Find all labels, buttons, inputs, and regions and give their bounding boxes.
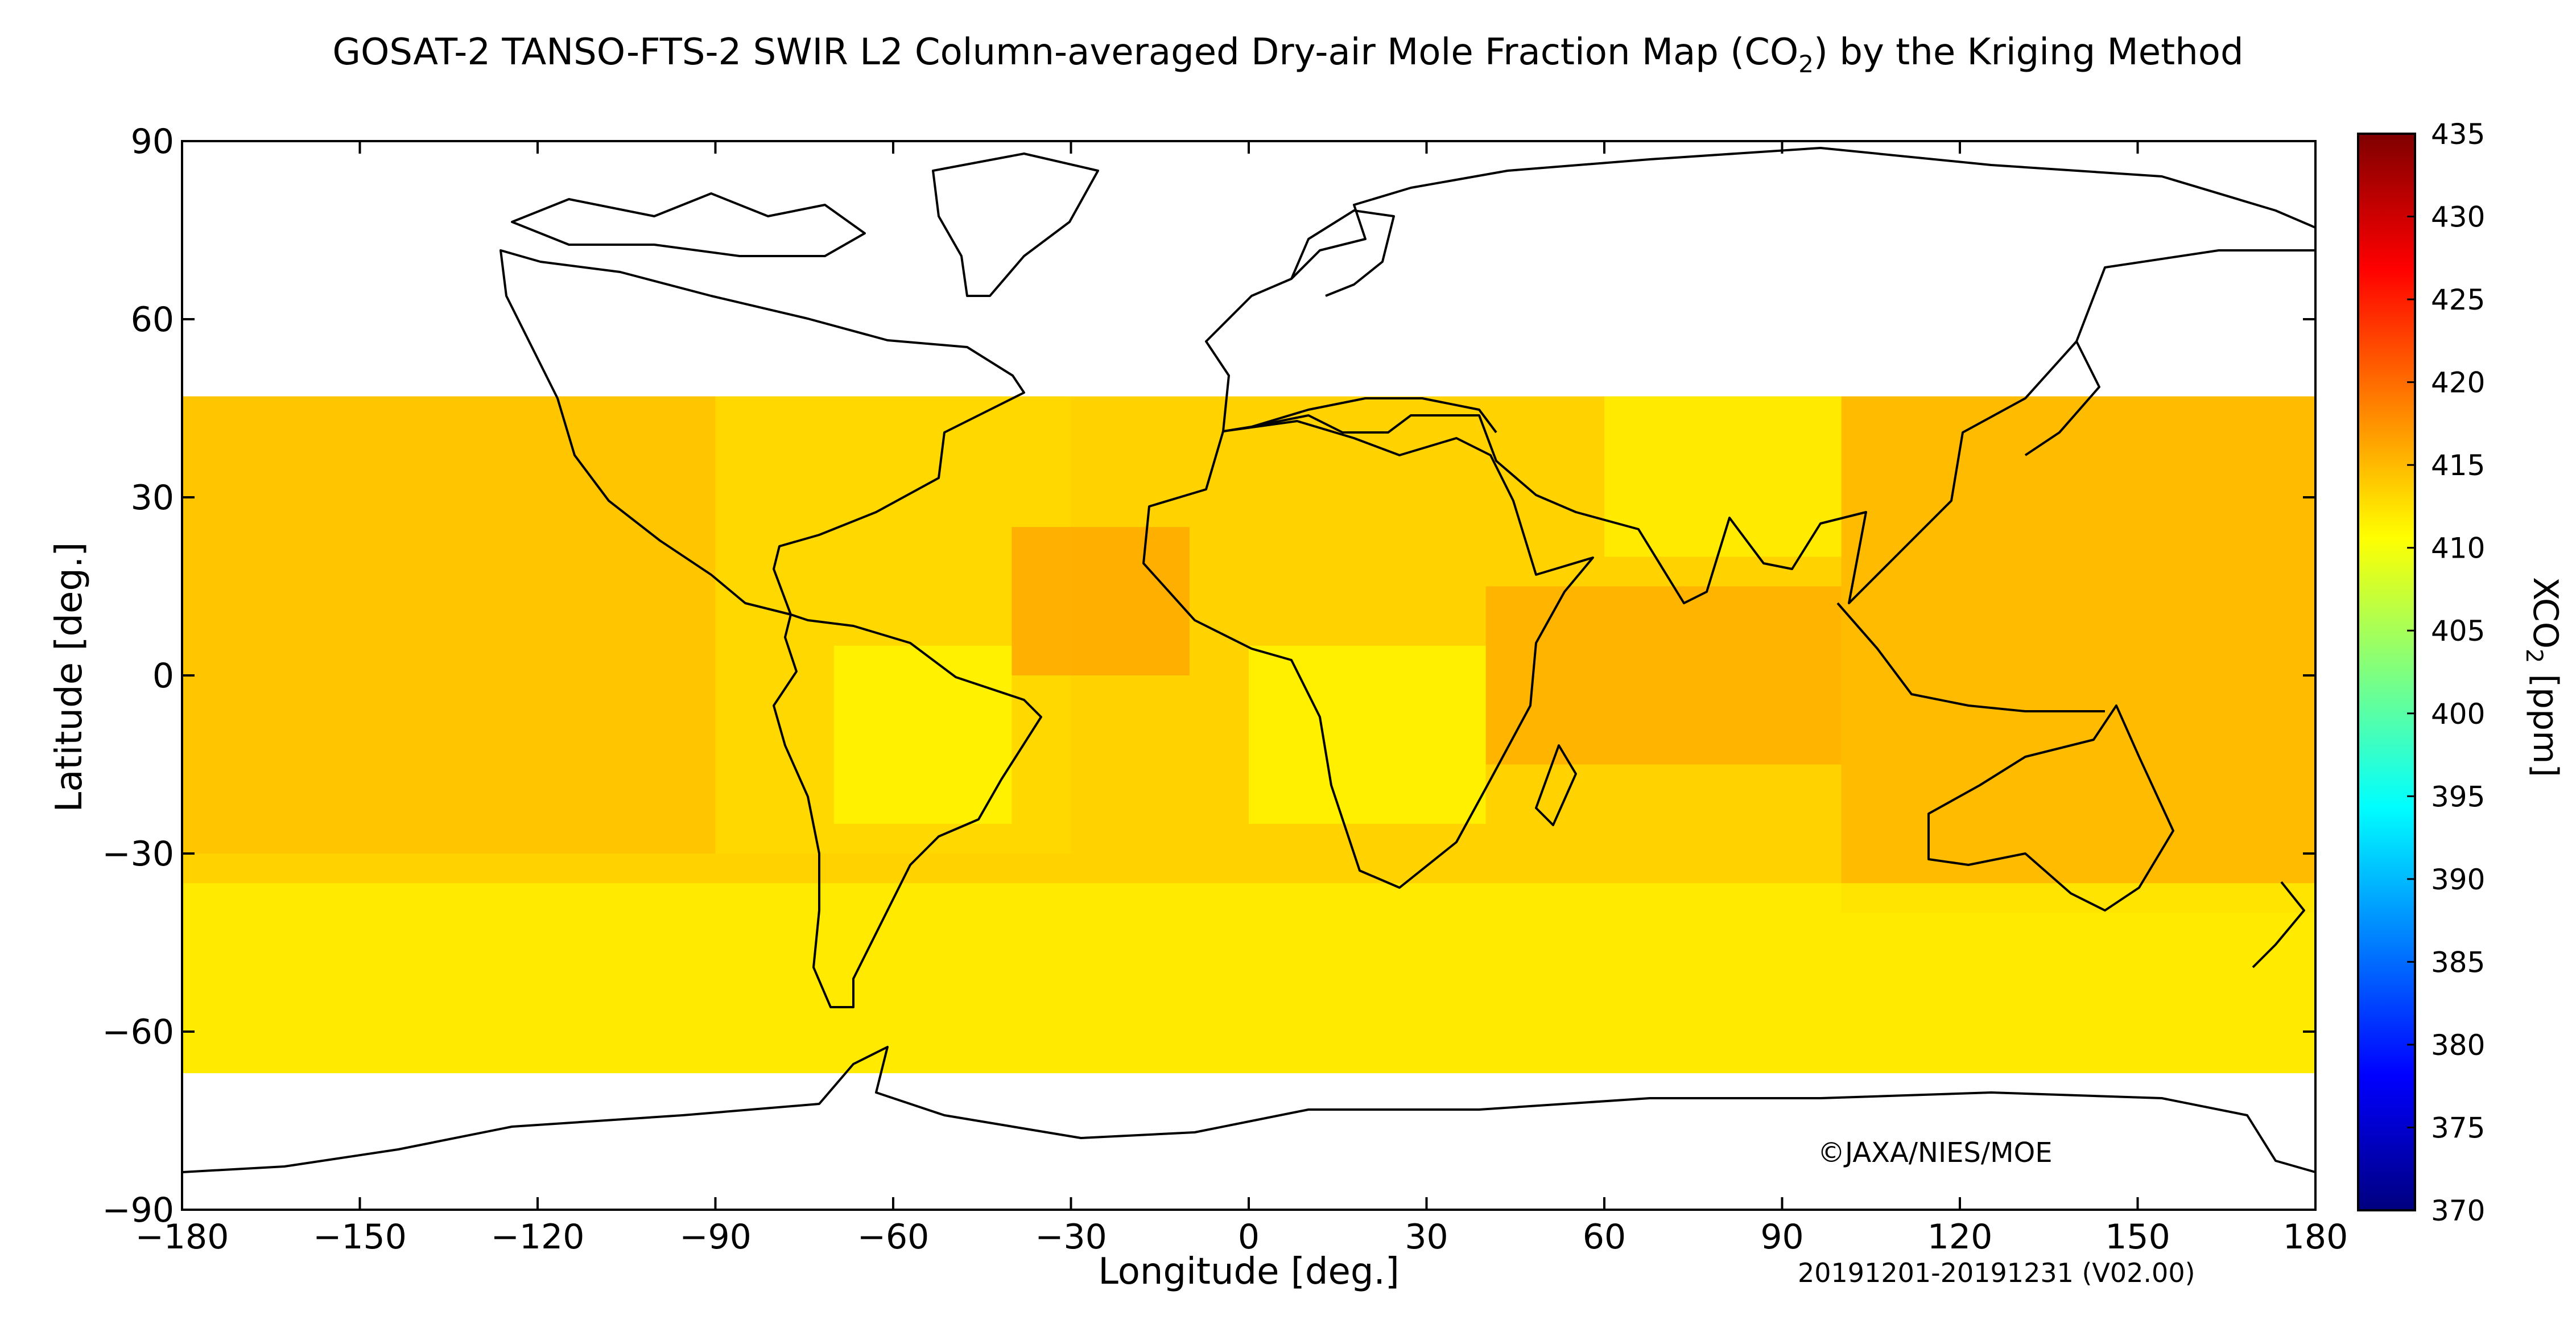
coast-scandinavia xyxy=(1290,209,1395,297)
coast-indonesia xyxy=(1836,602,2105,712)
xco2-region-5 xyxy=(1485,586,1842,765)
x-tick-label: 120 xyxy=(1927,1217,1993,1257)
colorbar-tick-label: 405 xyxy=(2431,615,2485,648)
colorbar-label: XCO2 [ppm] xyxy=(2521,577,2565,777)
y-tick-label: −30 xyxy=(102,834,174,874)
coast-greenland xyxy=(932,152,1099,297)
xco2-region-7 xyxy=(1841,396,2315,913)
coastlines xyxy=(182,147,2315,1173)
x-tick-label: −30 xyxy=(1035,1217,1107,1257)
colorbar-tick-label: 390 xyxy=(2431,863,2485,896)
coast-arctic-islands xyxy=(511,192,866,257)
y-tick-label: 0 xyxy=(152,656,174,696)
xco2-region-2 xyxy=(1012,527,1190,675)
x-tick-label: −90 xyxy=(679,1217,752,1257)
colorbar-tick-label: 395 xyxy=(2431,780,2485,813)
copyright-text: ©JAXA/NIES/MOE xyxy=(1818,1137,2053,1169)
colorbar-tick-label: 375 xyxy=(2431,1111,2485,1144)
x-tick-label: −60 xyxy=(857,1217,930,1257)
coast-japan xyxy=(2024,341,2100,456)
coast-mediterranean xyxy=(1251,397,1497,434)
colorbar xyxy=(2357,133,2416,1211)
x-tick-label: 150 xyxy=(2105,1217,2170,1257)
period-text: 20191201-20191231 (V02.00) xyxy=(1798,1258,2195,1288)
colorbar-tick-label: 400 xyxy=(2431,698,2485,731)
xco2-region-6 xyxy=(1604,396,1842,557)
y-tick-label: −60 xyxy=(102,1012,174,1052)
coast-madagascar xyxy=(1535,744,1577,826)
xco2-field xyxy=(182,396,2315,1074)
y-axis-label: Latitude [deg.] xyxy=(48,542,90,813)
xco2-region-8 xyxy=(182,883,2315,1074)
colorbar-ticks: 370 375 380 385 390 395 400 405 410 415 420 425 430 4… xyxy=(2407,118,2485,1227)
coast-south-america xyxy=(773,613,1042,1008)
y-tick-label: 30 xyxy=(131,478,174,518)
colorbar-tick-label: 410 xyxy=(2431,532,2485,565)
xco2-region-3 xyxy=(833,645,1012,824)
coast-eurasia xyxy=(1205,147,2315,604)
colorbar-tick-label: 425 xyxy=(2431,283,2485,316)
xco2-region-4 xyxy=(1249,645,1486,824)
y-axis: −90 −60 −30 0 30 60 90 xyxy=(102,122,2315,1230)
colorbar-tick-label: 430 xyxy=(2431,201,2485,234)
x-tick-label: 0 xyxy=(1238,1217,1260,1257)
coast-africa xyxy=(1142,420,1594,889)
xco2-region-0 xyxy=(182,396,716,854)
y-tick-label: 90 xyxy=(131,122,174,162)
x-tick-label: −180 xyxy=(135,1217,229,1257)
colorbar-tick-label: 380 xyxy=(2431,1029,2485,1062)
x-tick-label: −150 xyxy=(313,1217,407,1257)
coast-antarctica xyxy=(182,1046,2315,1173)
x-tick-label: 60 xyxy=(1583,1217,1626,1257)
x-tick-label: 180 xyxy=(2283,1217,2348,1257)
y-tick-label: −90 xyxy=(102,1190,174,1230)
colorbar-tick-label: 415 xyxy=(2431,449,2485,482)
colorbar-tick-label: 370 xyxy=(2431,1194,2485,1227)
figure-title: GOSAT-2 TANSO-FTS-2 SWIR L2 Column-avera… xyxy=(332,31,2244,78)
x-tick-label: 30 xyxy=(1405,1217,1448,1257)
colorbar-tick-label: 420 xyxy=(2431,366,2485,399)
x-axis: −180 −150 −120 −90 −60 −30 0 30 60 90 120 150 180 xyxy=(135,141,2348,1257)
coast-australia xyxy=(1927,704,2174,912)
x-tick-label: −120 xyxy=(491,1217,585,1257)
coast-new-zealand xyxy=(2252,881,2305,968)
x-tick-label: 90 xyxy=(1760,1217,1803,1257)
colorbar-tick-label: 385 xyxy=(2431,946,2485,979)
coast-north-america xyxy=(499,249,1025,616)
colorbar-tick-label: 435 xyxy=(2431,118,2485,151)
y-tick-label: 60 xyxy=(131,300,174,340)
x-axis-label: Longitude [deg.] xyxy=(1098,1251,1400,1293)
